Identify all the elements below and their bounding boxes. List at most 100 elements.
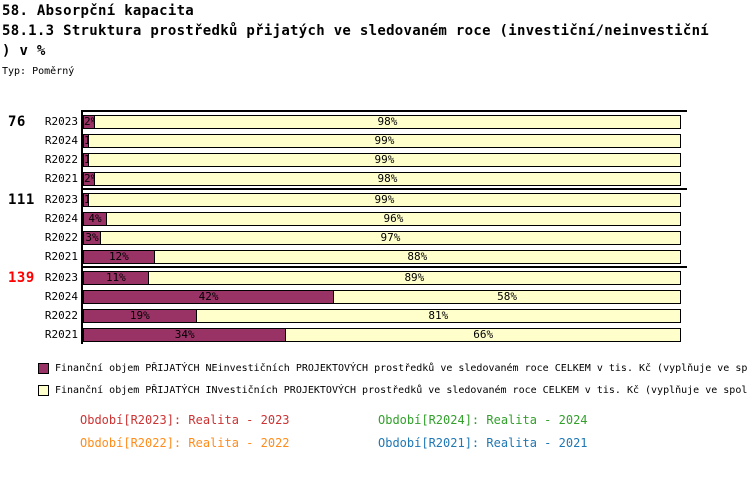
bar-segment-neinvesticni: 34% <box>83 328 287 342</box>
bar-track: 4% 96% <box>83 212 681 226</box>
bar-track: 1% 99% <box>83 134 681 148</box>
bar-segment-investicni: 98% <box>94 115 681 129</box>
segment-value-label: 81% <box>428 309 449 322</box>
segment-value-label: 66% <box>473 328 494 341</box>
segment-value-label: 1% <box>84 154 88 166</box>
indicator-title-line1: 58.1.3 Struktura prostředků přijatých ve… <box>2 23 710 39</box>
segment-value-label: 42% <box>198 290 219 303</box>
group-axis-left-line <box>81 188 83 266</box>
row-period-label: R2021 <box>44 172 78 185</box>
row-period-label: R2022 <box>44 231 78 244</box>
segment-value-label: 2% <box>84 115 94 128</box>
bar-segment-investicni: 81% <box>196 309 681 323</box>
bar-segment-neinvesticni: 1% <box>83 153 89 167</box>
segment-value-label: 19% <box>129 309 150 322</box>
segment-value-label: 4% <box>88 212 102 225</box>
group-axis-top-line <box>81 110 687 112</box>
row-period-label: R2022 <box>44 309 78 322</box>
row-period-label: R2024 <box>44 212 78 225</box>
indicator-title-line2: ) v % <box>2 43 46 59</box>
bar-track: 42% 58% <box>83 290 681 304</box>
bar-row: R2022 3% 97% <box>0 231 750 245</box>
bar-track: 1% 99% <box>83 153 681 167</box>
report-title: 58. Absorpční kapacita <box>2 3 195 19</box>
bar-segment-neinvesticni: 19% <box>83 309 197 323</box>
bar-segment-neinvesticni: 12% <box>83 250 155 264</box>
bar-row: R2023 1% 99% <box>0 193 750 207</box>
bar-row: R2024 42% 58% <box>0 290 750 304</box>
segment-value-label: 97% <box>380 231 401 244</box>
group-axis-top-line <box>81 188 687 190</box>
bar-track: 1% 99% <box>83 193 681 207</box>
period-label-R2022: Období[R2022]: Realita - 2022 <box>80 436 290 450</box>
segment-value-label: 12% <box>108 250 129 263</box>
bar-segment-neinvesticni: 2% <box>83 115 95 129</box>
bar-segment-neinvesticni: 1% <box>83 134 89 148</box>
bar-row: R2023 11% 89% <box>0 271 750 285</box>
row-period-label: R2023 <box>44 115 78 128</box>
bar-row: R2022 19% 81% <box>0 309 750 323</box>
segment-value-label: 1% <box>84 194 88 206</box>
row-period-label: R2023 <box>44 271 78 284</box>
bar-row: R2024 4% 96% <box>0 212 750 226</box>
group-axis-top-line <box>81 266 687 268</box>
segment-value-label: 98% <box>377 172 398 185</box>
row-period-label: R2024 <box>44 290 78 303</box>
period-definitions: Období[R2023]: Realita - 2023 Období[R202… <box>0 408 750 468</box>
bar-track: 2% 98% <box>83 115 681 129</box>
segment-value-label: 1% <box>84 135 88 147</box>
bar-segment-neinvesticni: 3% <box>83 231 101 245</box>
segment-value-label: 99% <box>374 193 395 206</box>
bar-segment-investicni: 96% <box>106 212 681 226</box>
bar-segment-investicni: 66% <box>286 328 681 342</box>
segment-value-label: 34% <box>174 328 195 341</box>
period-label-R2021: Období[R2021]: Realita - 2021 <box>378 436 588 450</box>
legend-item-neinvesticni: Finanční objem PŘIJATÝCH NEinvestičních … <box>38 362 750 374</box>
bar-segment-investicni: 99% <box>88 153 681 167</box>
bar-segment-investicni: 97% <box>100 231 681 245</box>
row-period-label: R2022 <box>44 153 78 166</box>
bar-segment-neinvesticni: 4% <box>83 212 107 226</box>
row-period-label: R2023 <box>44 193 78 206</box>
segment-value-label: 99% <box>374 134 395 147</box>
bar-row: R2021 34% 66% <box>0 328 750 342</box>
bar-segment-investicni: 98% <box>94 172 681 186</box>
segment-value-label: 99% <box>374 153 395 166</box>
bar-track: 19% 81% <box>83 309 681 323</box>
row-period-label: R2021 <box>44 250 78 263</box>
group-axis-left-line <box>81 266 83 344</box>
legend-label: Finanční objem PŘIJATÝCH NEinvestičních … <box>55 362 748 374</box>
legend-label: Finanční objem PŘIJATÝCH INvestičních PR… <box>55 384 748 396</box>
bar-track: 12% 88% <box>83 250 681 264</box>
bar-segment-investicni: 58% <box>334 290 681 304</box>
group-label: 111 <box>8 192 35 208</box>
type-label: Typ: Poměrný <box>2 66 75 77</box>
bar-row: R2023 2% 98% <box>0 115 750 129</box>
segment-value-label: 88% <box>407 250 428 263</box>
bar-row: R2021 2% 98% <box>0 172 750 186</box>
segment-value-label: 2% <box>84 172 94 185</box>
group-axis-left-line <box>81 110 83 188</box>
bar-segment-neinvesticni: 1% <box>83 193 89 207</box>
segment-value-label: 3% <box>85 231 99 244</box>
row-period-label: R2021 <box>44 328 78 341</box>
legend-swatch-neinvesticni <box>38 362 49 374</box>
period-label-R2024: Období[R2024]: Realita - 2024 <box>378 413 588 427</box>
bar-track: 2% 98% <box>83 172 681 186</box>
segment-value-label: 58% <box>497 290 517 303</box>
bar-segment-investicni: 89% <box>148 271 681 285</box>
period-label-R2023: Období[R2023]: Realita - 2023 <box>80 413 290 427</box>
bar-segment-neinvesticni: 42% <box>83 290 335 304</box>
bar-segment-investicni: 99% <box>88 193 681 207</box>
bar-segment-neinvesticni: 11% <box>83 271 149 285</box>
bar-segment-investicni: 99% <box>88 134 681 148</box>
group-label: 139 <box>8 270 35 286</box>
stacked-bar-chart: 76 R2023 2% 98% R2024 1% 99% R2022 1% 99% R2021 2% 9… <box>0 110 750 344</box>
legend-item-investicni: Finanční objem PŘIJATÝCH INvestičních PR… <box>38 384 750 396</box>
bar-segment-investicni: 88% <box>154 250 681 264</box>
segment-value-label: 96% <box>383 212 404 225</box>
bar-track: 11% 89% <box>83 271 681 285</box>
bar-row: R2021 12% 88% <box>0 250 750 264</box>
bar-track: 34% 66% <box>83 328 681 342</box>
